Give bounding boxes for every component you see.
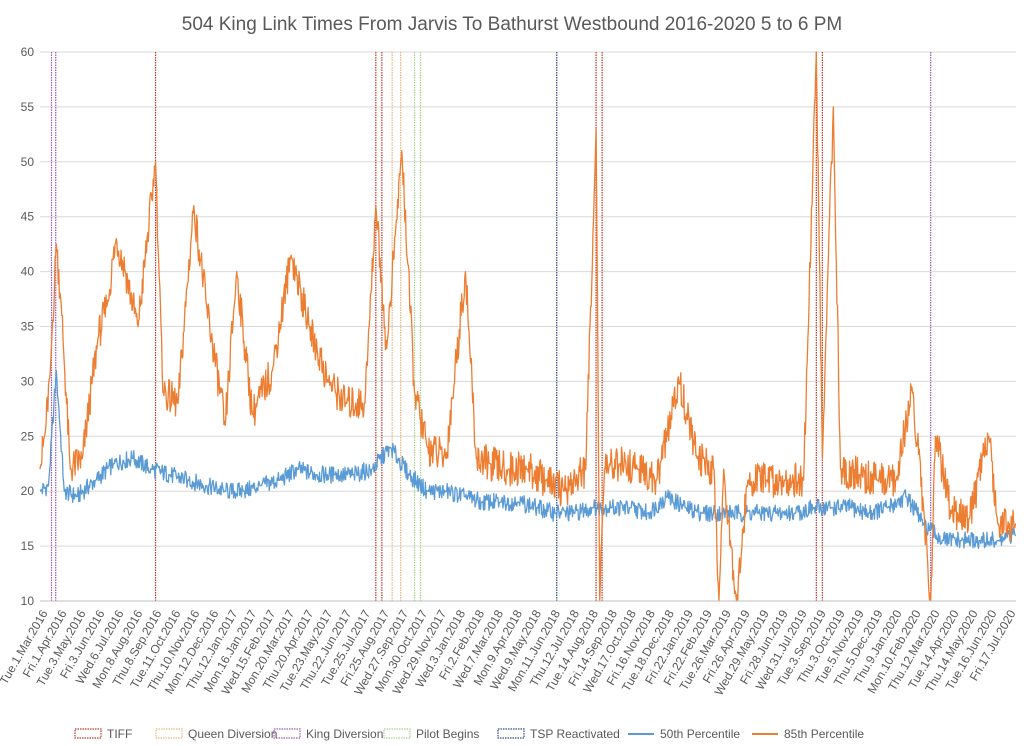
legend-swatch-3 bbox=[383, 728, 411, 739]
legend-label-4: TSP Reactivated bbox=[530, 727, 620, 741]
legend-swatch-1 bbox=[155, 728, 183, 739]
y-tick-label-20: 20 bbox=[21, 484, 35, 498]
legend-label-5: 50th Percentile bbox=[660, 727, 740, 741]
series-line-85th-percentile bbox=[39, 51, 1017, 602]
y-tick-label-40: 40 bbox=[21, 265, 35, 279]
legend: TIFF Queen Diversion King Diversion Pilot B… bbox=[74, 727, 864, 741]
legend-label-1: Queen Diversion bbox=[188, 727, 277, 741]
y-axis-ticks: 10 15 20 25 30 35 40 45 50 55 60 bbox=[21, 45, 35, 608]
y-tick-label-30: 30 bbox=[21, 374, 35, 388]
chart-title: 504 King Link Times From Jarvis To Bathu… bbox=[182, 14, 842, 35]
y-tick-label-60: 60 bbox=[21, 45, 35, 59]
y-tick-label-55: 55 bbox=[21, 100, 35, 114]
y-tick-label-15: 15 bbox=[21, 539, 35, 553]
series-line-50th-percentile bbox=[39, 369, 1017, 549]
legend-label-3: Pilot Begins bbox=[416, 727, 479, 741]
data-series bbox=[39, 51, 1017, 602]
legend-label-0: TIFF bbox=[107, 727, 132, 741]
y-tick-label-35: 35 bbox=[21, 320, 35, 334]
y-tick-label-25: 25 bbox=[21, 429, 35, 443]
legend-label-2: King Diversion bbox=[306, 727, 383, 741]
x-axis-ticks: Tue.1.Mar.2016Fri.1.Apr.2016Tue.3.May.20… bbox=[0, 607, 1019, 698]
y-tick-label-50: 50 bbox=[21, 155, 35, 169]
gridlines bbox=[40, 51, 1016, 602]
event-markers bbox=[50, 52, 932, 601]
legend-swatch-2 bbox=[273, 728, 301, 739]
y-tick-label-45: 45 bbox=[21, 210, 35, 224]
legend-label-6: 85th Percentile bbox=[784, 727, 864, 741]
legend-swatch-0 bbox=[74, 728, 102, 739]
y-tick-label-10: 10 bbox=[21, 594, 35, 608]
legend-swatch-4 bbox=[497, 728, 525, 739]
